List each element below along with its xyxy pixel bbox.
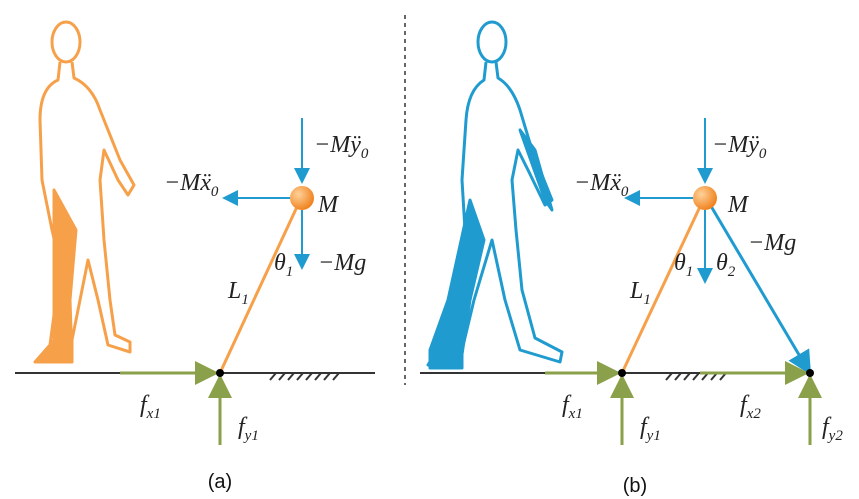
- label: −Mẍ0: [574, 170, 629, 200]
- walker-b: [428, 22, 562, 368]
- label: −Mẍ0: [164, 170, 219, 200]
- mass: [290, 186, 314, 210]
- label-sub: 0: [211, 184, 219, 200]
- leg-link: [705, 196, 808, 370]
- label: fy1: [238, 414, 259, 444]
- label-sub: x2: [746, 406, 762, 422]
- walker-a: [35, 22, 134, 362]
- label: fx2: [740, 392, 761, 422]
- figure: (a) (b) −Mÿ0−Mẍ0Mθ1−MgL1fx1fy1−Mÿ0−Mẍ0Mθ…: [0, 0, 859, 499]
- label-main: L: [227, 278, 241, 304]
- pivot: [216, 369, 224, 377]
- label-sub: 1: [241, 292, 249, 308]
- label: −Mg: [748, 230, 796, 256]
- label-sub: x1: [568, 406, 583, 422]
- label: M: [317, 192, 340, 218]
- label-main: −Mẍ: [574, 170, 621, 196]
- label-main: M: [317, 192, 340, 218]
- label-main: L: [629, 278, 643, 304]
- label: L1: [629, 278, 651, 308]
- label: fx1: [562, 392, 583, 422]
- label-sub: 1: [286, 264, 294, 280]
- label-sub: y1: [243, 428, 259, 444]
- label-main: −Mẍ: [164, 170, 211, 196]
- label-sub: 1: [686, 264, 694, 280]
- caption: (b): [623, 475, 647, 497]
- hatch: [270, 373, 339, 380]
- label: θ1: [674, 250, 693, 280]
- label-sub: 0: [759, 146, 767, 162]
- label-sub: 2: [728, 264, 736, 280]
- label: −Mÿ0: [712, 132, 767, 162]
- label: fy1: [640, 414, 661, 444]
- label-main: −Mg: [318, 250, 366, 276]
- label-sub: 0: [361, 146, 369, 162]
- pivot: [618, 369, 626, 377]
- label-sub: y2: [827, 428, 844, 444]
- label: M: [727, 192, 750, 218]
- label: θ2: [716, 250, 736, 280]
- label: −Mÿ0: [314, 132, 369, 162]
- label: −Mg: [318, 250, 366, 276]
- caption: (a): [208, 471, 232, 493]
- label: fx1: [140, 392, 161, 422]
- label: fy2: [822, 414, 843, 444]
- label-sub: y1: [645, 428, 661, 444]
- mass: [693, 186, 717, 210]
- label-main: −Mÿ: [314, 132, 361, 158]
- label-main: −Mg: [748, 230, 796, 256]
- label-sub: x1: [146, 406, 161, 422]
- label-sub: 1: [643, 292, 651, 308]
- label-sub: 0: [621, 184, 629, 200]
- label-main: −Mÿ: [712, 132, 759, 158]
- label: L1: [227, 278, 249, 308]
- pivot: [806, 369, 814, 377]
- label-main: θ: [674, 250, 686, 276]
- label-main: θ: [274, 250, 286, 276]
- label-main: θ: [716, 250, 728, 276]
- label: θ1: [274, 250, 293, 280]
- label-main: M: [727, 192, 750, 218]
